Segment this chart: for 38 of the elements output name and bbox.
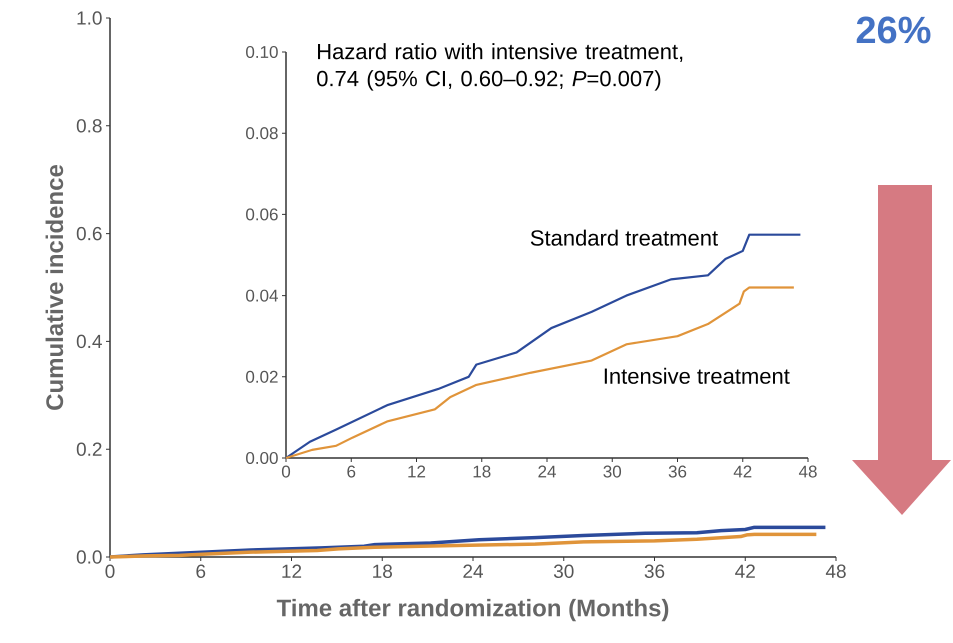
x-tick-label: 0: [282, 466, 290, 478]
x-tick-label: 12: [282, 564, 302, 578]
y-tick-label: 0.08: [246, 127, 278, 140]
y-tick-label: 0.4: [76, 334, 102, 348]
x-tick-label: 48: [798, 466, 817, 478]
x-tick-label: 6: [347, 466, 356, 478]
y-tick-label: 0.0: [76, 550, 102, 564]
y-tick-label: 0.6: [76, 226, 102, 240]
x-tick-label: 18: [373, 564, 392, 578]
x-tick-label: 24: [538, 466, 556, 478]
text: 26%: [856, 16, 930, 44]
x-tick-label: 12: [408, 466, 426, 478]
y-tick-label: 0.06: [246, 208, 278, 220]
line-series: [108, 532, 818, 559]
x-tick-label: 30: [554, 564, 574, 578]
x-tick-label: 30: [603, 466, 622, 478]
line-series: [284, 286, 795, 460]
y-tick-label: 1.0: [77, 11, 102, 25]
annotation: Hazard ratio with intensive treatment, 0.74 (95% CI, 0.60–0.92; P=0.007): [317, 43, 682, 91]
x-tick-label: 24: [463, 564, 484, 578]
y-tick-label: 0.2: [76, 442, 102, 456]
y-tick-label: 0.10: [246, 46, 278, 58]
y-tick-label: 0.04: [246, 290, 278, 302]
x-tick-label: 42: [735, 564, 755, 578]
series-label: Standard treatment: [530, 230, 718, 246]
x-tick-label: 48: [826, 564, 846, 578]
x-tick-label: 18: [474, 466, 490, 478]
x-tick-label: 42: [734, 466, 752, 478]
x-tick-label: 36: [644, 564, 664, 578]
y-tick-label: 0.02: [246, 370, 278, 383]
x-tick-label: 6: [196, 564, 206, 578]
series-label: Intensive treatment: [604, 368, 790, 384]
y-tick-label: 0.8: [76, 119, 102, 133]
x-axis-title: Time after randomization (Months): [276, 598, 668, 622]
y-axis-title: Cumulative incidence: [46, 164, 64, 410]
x-tick-label: 0: [105, 564, 115, 578]
x-tick-label: 36: [668, 466, 686, 478]
y-tick-label: 0.00: [246, 452, 278, 464]
